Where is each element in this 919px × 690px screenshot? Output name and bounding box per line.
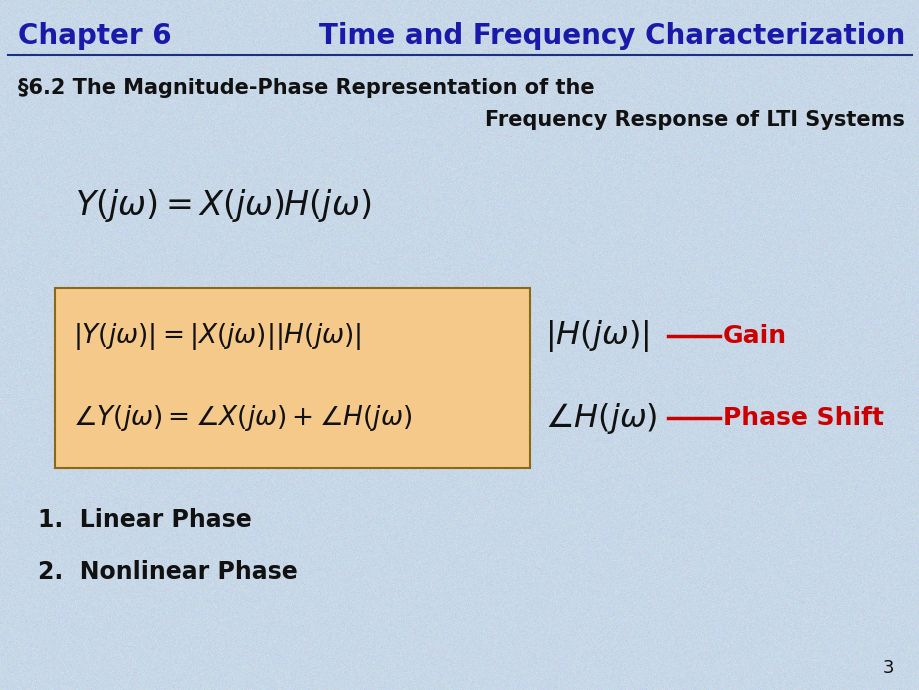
Text: §6.2 The Magnitude-Phase Representation of the: §6.2 The Magnitude-Phase Representation … — [18, 78, 594, 98]
Text: Chapter 6: Chapter 6 — [18, 22, 172, 50]
Text: $|Y(j\omega)|=|X(j\omega)||H(j\omega)|$: $|Y(j\omega)|=|X(j\omega)||H(j\omega)|$ — [73, 320, 361, 351]
Text: $|H(j\omega)|$: $|H(j\omega)|$ — [544, 318, 649, 354]
Text: $\angle Y(j\omega)= \angle X(j\omega)+ \angle H(j\omega)$: $\angle Y(j\omega)= \angle X(j\omega)+ \… — [73, 403, 412, 433]
Text: $\angle H(j\omega)$: $\angle H(j\omega)$ — [544, 400, 657, 435]
Text: Frequency Response of LTI Systems: Frequency Response of LTI Systems — [484, 110, 904, 130]
Text: Phase Shift: Phase Shift — [722, 406, 883, 430]
Text: 1.  Linear Phase: 1. Linear Phase — [38, 508, 252, 532]
Text: 3: 3 — [881, 659, 892, 677]
Text: Time and Frequency Characterization: Time and Frequency Characterization — [318, 22, 904, 50]
Text: $Y(j\omega)= X(j\omega)H(j\omega)$: $Y(j\omega)= X(j\omega)H(j\omega)$ — [75, 186, 371, 224]
Text: Gain: Gain — [722, 324, 787, 348]
FancyBboxPatch shape — [55, 288, 529, 468]
Text: 2.  Nonlinear Phase: 2. Nonlinear Phase — [38, 560, 298, 584]
